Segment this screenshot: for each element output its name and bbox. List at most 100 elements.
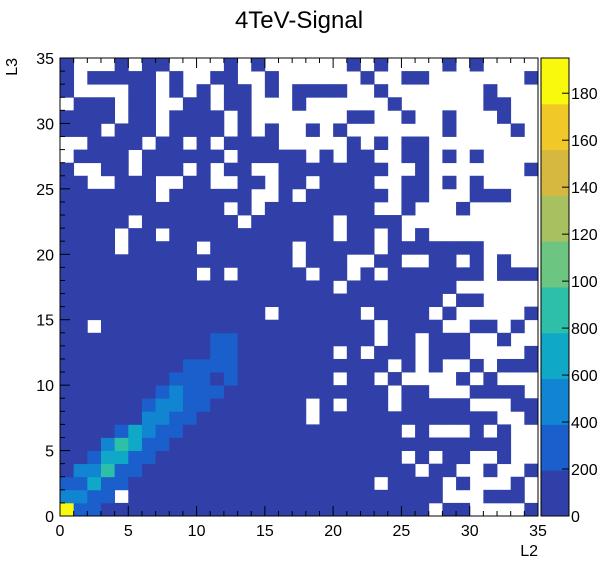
heatmap-cell [128,463,143,478]
heatmap-cell [483,84,498,98]
heatmap-cell [196,476,211,491]
heatmap-cell [128,476,143,491]
heatmap-cell [182,489,197,504]
heatmap-cell [87,385,102,399]
heatmap-cell [237,476,252,491]
heatmap-cell [141,372,156,386]
heatmap-cell [292,463,307,478]
heatmap-cell [251,489,266,504]
heatmap-cell [169,149,184,164]
heatmap-cell [428,463,443,478]
heatmap-cell [237,358,252,373]
colorbar-segment [541,332,569,380]
heatmap-cell [155,201,170,216]
heatmap-cell [442,149,457,164]
heatmap-cell [401,267,416,281]
heatmap-cell [210,201,225,216]
heatmap-cell [319,437,334,451]
heatmap-cell [319,489,334,504]
heatmap-cell [524,358,539,373]
heatmap-cell [114,372,129,386]
heatmap-cell [305,463,320,478]
heatmap-cell [333,84,348,98]
heatmap-cell [292,149,307,164]
heatmap-cell [305,437,320,451]
heatmap-cell [524,463,539,478]
heatmap-cell [456,332,471,347]
heatmap-cell [483,411,498,425]
heatmap-cell [524,162,539,177]
heatmap-cell [114,58,129,72]
heatmap-cell [264,201,279,216]
y-tick-label: 30 [36,116,54,133]
heatmap-cell [346,293,361,308]
heatmap-cell [428,332,443,347]
heatmap-cell [223,228,238,242]
heatmap-cell [497,450,512,465]
heatmap-cell [73,267,88,281]
heatmap-cell [415,502,430,517]
heatmap-cell [387,228,402,242]
heatmap-cell [60,215,75,229]
heatmap-cell [100,215,116,229]
heatmap-cell [100,345,116,360]
heatmap-cell [223,280,238,294]
heatmap-cell [237,254,252,268]
heatmap-cell [456,476,471,491]
colorbar: 0 200 400 600 800 1000 1200 1400 1600 1800 [540,57,598,526]
heatmap-cell [333,188,348,203]
heatmap-cell [374,162,389,177]
heatmap-cell [360,241,375,255]
heatmap-cell [292,175,307,190]
heatmap-cell [60,188,75,203]
heatmap-cell [169,372,184,386]
heatmap-cell [415,411,430,425]
heatmap-cell [360,332,375,347]
heatmap-cell [237,293,252,308]
heatmap-cell [442,110,457,124]
heatmap-cell [60,332,75,347]
heatmap-cell [346,332,361,347]
x-tick-label: 20 [324,523,342,540]
heatmap-cell [415,450,430,465]
heatmap-cell [374,215,389,229]
heatmap-cell [401,437,416,451]
heatmap-cell [278,345,293,360]
heatmap-cell [60,241,75,255]
heatmap-cell [374,136,389,150]
heatmap-cell [415,398,430,412]
heatmap-cell [401,411,416,425]
heatmap-cell [264,463,279,478]
heatmap-cell [73,123,88,137]
heatmap-cell [155,254,170,268]
heatmap-cell [305,188,320,203]
heatmap-cell [73,385,88,399]
heatmap-cell [223,476,238,491]
heatmap-cell [292,293,307,308]
heatmap-cell [196,398,211,412]
heatmap-cell [210,306,225,321]
heatmap-cell [223,306,238,321]
colorbar-segment [541,378,569,425]
heatmap-cell [319,345,334,360]
heatmap-cell [182,293,197,308]
heatmap-cell [141,411,156,425]
heatmap-cell [292,476,307,491]
heatmap-cell [374,280,389,294]
heatmap-cell [333,241,348,255]
heatmap-cell [510,476,525,491]
heatmap-cell [114,450,129,465]
heatmap-cell [292,215,307,229]
heatmap-cell [182,437,197,451]
heatmap-cell [128,201,143,216]
heatmap-cell [497,437,512,451]
heatmap-cell [387,450,402,465]
heatmap-cell [305,450,320,465]
heatmap-cell [73,241,88,255]
heatmap-cell [169,136,184,150]
heatmap-cell [360,293,375,308]
heatmap-cell [319,476,334,491]
heatmap-cell [346,476,361,491]
heatmap-cell [333,319,348,334]
heatmap-cell [60,228,75,242]
